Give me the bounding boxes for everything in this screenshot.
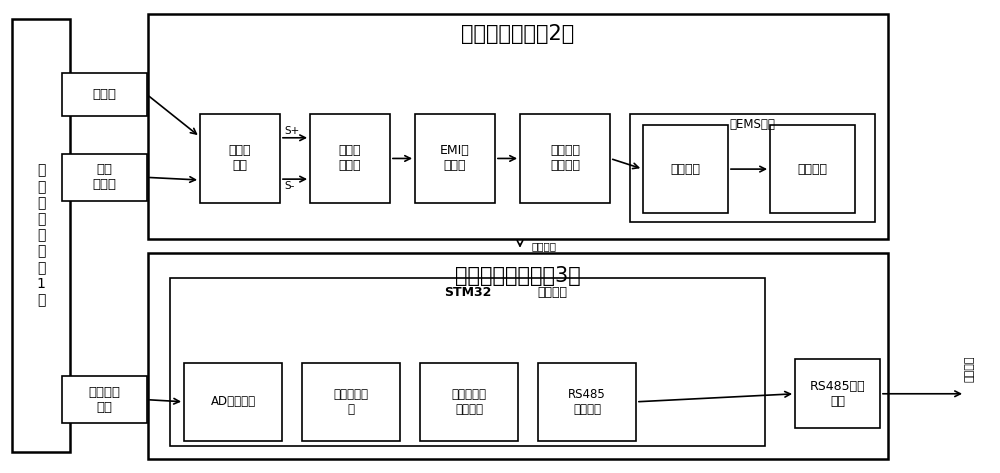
Bar [200, 114, 280, 203]
Text: RS485通讯
电路: RS485通讯 电路 [810, 380, 865, 408]
Text: 数字化控制模块（3）: 数字化控制模块（3） [455, 266, 581, 286]
Text: 模拟信号: 模拟信号 [532, 241, 557, 251]
Text: 信号调理模块（2）: 信号调理模块（2） [461, 24, 575, 44]
Text: 差分信号
放大电路: 差分信号 放大电路 [550, 144, 580, 173]
Bar [12, 19, 70, 452]
Bar [415, 114, 495, 203]
Text: EMI抑
制电路: EMI抑 制电路 [440, 144, 470, 173]
Text: 差分信
号采集: 差分信 号采集 [339, 144, 361, 173]
Bar [148, 14, 888, 239]
Bar [538, 363, 636, 441]
Bar [62, 73, 147, 116]
Bar [770, 125, 855, 213]
Text: 主控模块: 主控模块 [538, 286, 568, 299]
Bar [520, 114, 610, 203]
Text: 激励源: 激励源 [93, 88, 117, 101]
Text: 电压
变换器: 电压 变换器 [93, 163, 117, 192]
Text: 抗EMS模块: 抗EMS模块 [730, 118, 775, 131]
Bar [148, 253, 888, 459]
Text: S-: S- [284, 181, 294, 191]
Bar [420, 363, 518, 441]
Text: 数字信号: 数字信号 [965, 355, 975, 382]
Text: 外部晶振电
路: 外部晶振电 路 [334, 388, 368, 416]
Bar [302, 363, 400, 441]
Text: 射随电路: 射随电路 [670, 163, 700, 175]
Text: 压力传
感器: 压力传 感器 [229, 144, 251, 173]
Bar [62, 376, 147, 423]
Bar [310, 114, 390, 203]
Bar [184, 363, 282, 441]
Bar [795, 359, 880, 428]
Text: 数字传感器
控制软件: 数字传感器 控制软件 [452, 388, 486, 416]
Text: 滤波电路: 滤波电路 [798, 163, 828, 175]
Bar [170, 278, 765, 446]
Text: 电
源
管
理
模
块
（
1
）: 电 源 管 理 模 块 （ 1 ） [37, 164, 45, 307]
Text: 电压基准
模块: 电压基准 模块 [89, 385, 121, 414]
Text: RS485
通讯接口: RS485 通讯接口 [568, 388, 606, 416]
Bar [62, 154, 147, 201]
Text: STM32: STM32 [444, 286, 491, 299]
Bar [630, 114, 875, 222]
Text: S+: S+ [284, 126, 299, 136]
Text: AD转换模块: AD转换模块 [210, 395, 256, 408]
Bar [643, 125, 728, 213]
